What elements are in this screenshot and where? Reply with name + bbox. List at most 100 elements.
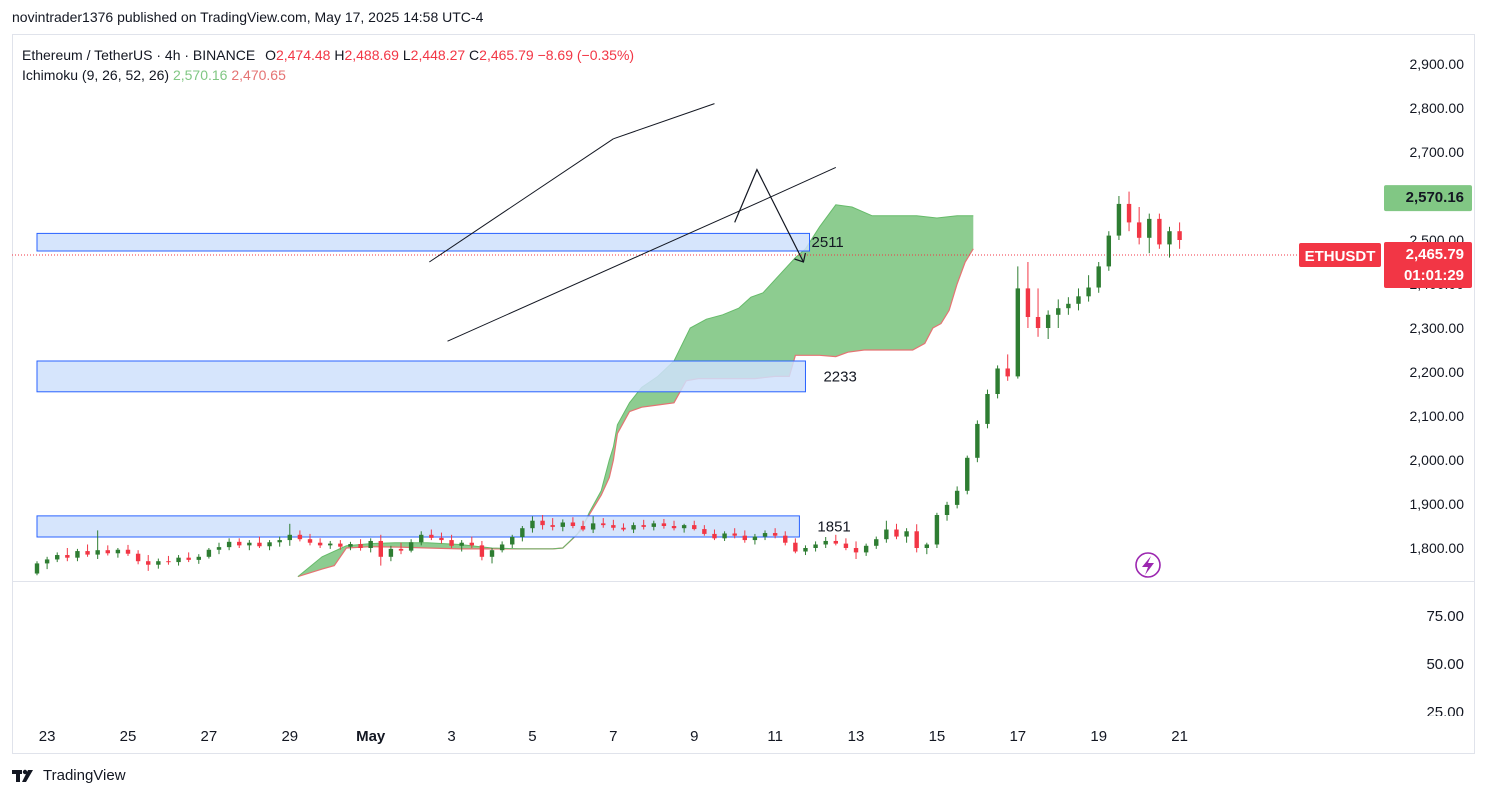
candle-body [1116,203,1122,236]
candle [783,531,788,546]
candle-body [1096,266,1101,288]
candle-body [1056,308,1061,315]
candle [55,552,60,563]
candle-body [671,526,677,529]
candle-body [681,525,687,529]
candle-body [894,529,899,537]
candle-body [904,531,909,537]
candle [216,542,222,555]
legend-indicator-value-a: 2,570.16 [172,67,228,83]
candle-body [520,528,525,537]
candle-body [226,541,232,548]
candle [1035,288,1041,337]
candle [439,532,444,544]
candle [661,518,667,529]
price-label-countdown: 01:01:29 [1404,267,1464,284]
lower-pane-mask [13,716,1474,724]
candle-body [388,548,394,557]
candle-body [439,537,444,541]
candle [1025,262,1031,328]
candle-body [257,542,262,547]
legend-indicator-name[interactable]: Ichimoku (9, 26, 52, 26) [22,67,170,83]
candle-body [1035,317,1041,328]
candle-body [732,533,737,536]
legend-indicator-row: Ichimoku (9, 26, 52, 26) 2,570.16 2,470.… [22,65,634,85]
candle-body [237,541,242,546]
legend-indicator-value-b: 2,470.65 [231,67,286,83]
x-tick-label: 23 [39,728,56,745]
candle-body [419,534,424,543]
candle-body [55,555,60,560]
candle-body [843,543,849,548]
x-tick-label: 9 [690,728,698,745]
candle-body [651,523,657,527]
candle [833,534,839,546]
candle-body [146,561,151,565]
price-label-last: 2,465.79 [1406,246,1464,263]
candle [702,525,707,536]
candle [378,534,383,566]
candle-body [661,523,667,526]
candle-body [914,531,919,548]
candle [156,558,161,569]
candle-body [1066,303,1071,309]
candle [398,542,404,555]
channel-line-upper-ext [613,103,715,140]
candle-body [328,543,333,546]
candle-body [1167,231,1172,245]
candle-body [196,556,201,560]
candle-body [216,547,222,550]
candle-body [874,539,879,546]
candle [499,541,505,553]
candle [601,518,606,528]
candle-body [590,523,596,530]
y-tick-label: 2,100.00 [1410,408,1465,424]
candle [1005,354,1010,381]
candle-body [115,549,121,554]
legend-close: 2,465.79 [479,47,534,63]
zone-label-2233: 2233 [823,368,856,385]
brand-name: TradingView [43,767,126,784]
ichimoku-cloud [297,204,974,577]
lightning-icon [1135,552,1161,578]
candle [712,529,717,541]
x-tick-label: 19 [1090,728,1107,745]
lower-pane-tick: 75.00 [1426,608,1464,625]
candle [671,520,677,531]
candle-body [611,525,616,528]
candle-body [34,563,40,574]
candle [1167,226,1172,258]
candle [510,534,515,548]
candle [459,540,464,552]
candle [732,528,737,539]
candle-body [1147,218,1152,238]
candle [1045,310,1051,339]
zone-label-2511: 2511 [812,234,844,251]
candle [762,530,768,541]
legend-symbol[interactable]: Ethereum / TetherUS · 4h · BINANCE [22,47,256,63]
candle-body [85,551,90,555]
x-tick-label: 7 [609,728,617,745]
candle [752,533,758,545]
candle [267,540,272,551]
candle-body [772,533,778,536]
candle [520,526,525,542]
candle [469,536,474,548]
candle [146,555,151,571]
candle-body [985,394,990,424]
candle [692,520,697,531]
candle [287,523,292,546]
candle-body [823,540,828,545]
candle-body [125,549,131,554]
candle-body [469,542,474,546]
candle-body [510,537,515,545]
tradingview-brand[interactable]: TradingView [12,767,126,784]
candle [570,517,576,529]
candle [641,519,646,530]
x-tick-label: 11 [767,728,783,745]
chart-legend: Ethereum / TetherUS · 4h · BINANCE O2,47… [22,45,634,85]
candle-body [1025,288,1031,317]
candle-body [1126,203,1132,223]
